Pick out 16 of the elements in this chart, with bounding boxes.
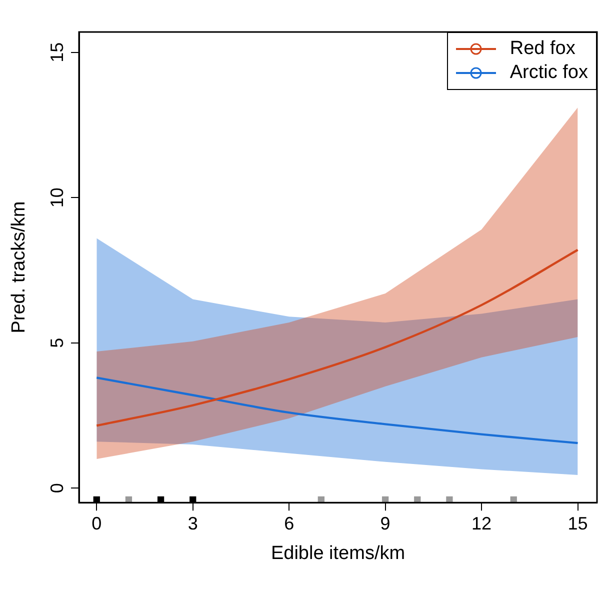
- legend-label: Arctic fox: [510, 61, 588, 85]
- x-tick-label: 12: [472, 513, 492, 534]
- x-tick-label: 9: [380, 513, 390, 534]
- y-tick-label: 5: [46, 338, 67, 348]
- x-tick-label: 3: [188, 513, 198, 534]
- x-tick-label: 15: [568, 513, 588, 534]
- x-tick-label: 0: [92, 513, 102, 534]
- y-tick-label: 10: [46, 188, 67, 208]
- legend-label: Red fox: [510, 37, 576, 61]
- y-tick-label: 0: [46, 483, 67, 494]
- y-axis-title: Pred. tracks/km: [8, 201, 30, 334]
- line-series: [96, 248, 579, 427]
- y-tick-label: 15: [46, 42, 67, 62]
- x-tick-label: 6: [284, 513, 294, 534]
- line-series: [96, 376, 579, 444]
- x-axis-title: Edible items/km: [270, 542, 406, 564]
